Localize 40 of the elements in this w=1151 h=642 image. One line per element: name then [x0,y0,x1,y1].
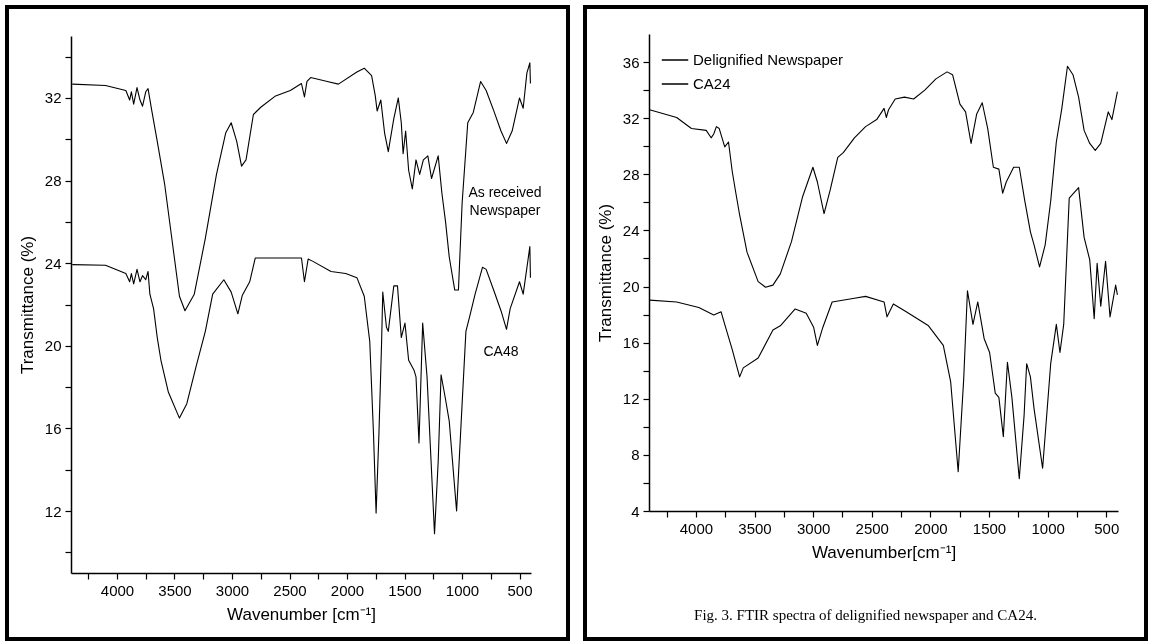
x-tick-label: 1500 [972,519,1007,537]
x-tick-label: 2000 [914,519,948,537]
y-tick-label: 32 [44,89,62,107]
y-tick-label: 36 [622,53,640,71]
x-tick-label: 3500 [158,581,192,599]
y-tick-label: 4 [631,502,640,520]
y-tick-label: 32 [622,109,640,127]
y-tick-label: 24 [44,254,62,272]
x-tick-label: 2500 [855,519,889,537]
y-tick-label: 28 [622,165,640,183]
y-tick-label: 16 [44,419,62,437]
x-tick-label: 2500 [273,581,307,599]
caption: Fig. 3. FTIR spectra of delignified newspaper and CA24. [693,607,1038,624]
y-tick-label: 16 [622,334,640,352]
x-tick-label: 3500 [738,519,772,537]
y-tick-label: 20 [622,278,640,296]
y-tick-label: 20 [44,337,62,355]
x-tick-label: 1000 [1031,519,1065,537]
x-tick-label: 3000 [215,581,250,599]
x-tick-label: 2000 [330,581,365,599]
y-axis-title: Transmittance (%) [595,203,615,343]
legend-label: Delignified Newspaper [693,51,844,68]
x-tick-label: 500 [507,581,533,599]
x-axis-title: Wavenumber[cm⁻¹] [811,542,957,562]
series-label: CA48 [483,343,519,359]
y-tick-label: 28 [44,172,62,190]
x-axis-title: Wavenumber [cm⁻¹] [227,604,376,624]
series-label: As received Newspaper [468,184,542,218]
legend-label: CA24 [693,75,731,92]
x-tick-label: 4000 [679,519,714,537]
x-tick-label: 3000 [796,519,831,537]
x-tick-label: 4000 [100,581,135,599]
y-tick-label: 24 [622,221,640,239]
y-axis-title: Transmittance (%) [17,235,37,375]
x-tick-label: 1500 [388,581,422,599]
y-tick-label: 12 [622,390,640,408]
x-tick-label: 1000 [445,581,480,599]
y-tick-label: 12 [44,502,62,520]
x-tick-label: 500 [1094,519,1120,537]
y-tick-label: 8 [631,446,640,464]
